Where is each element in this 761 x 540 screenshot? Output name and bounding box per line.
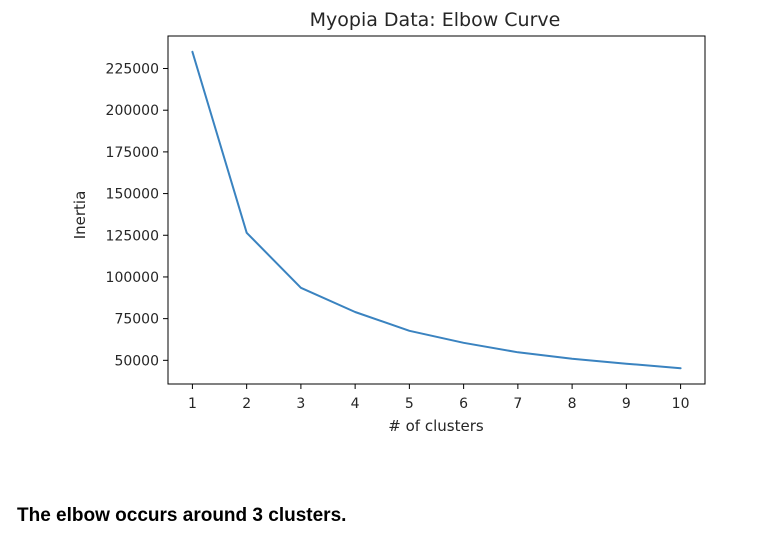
elbow-chart: Myopia Data: Elbow Curve 1 2 3 4 5 6 7 8 9 10 5000…: [71, 9, 706, 435]
x-tick-label: 8: [568, 396, 577, 412]
y-tick-label: 175000: [106, 145, 159, 161]
series-line: [191, 50, 682, 370]
x-tick-label: 6: [459, 396, 468, 412]
y-tick-label: 50000: [114, 353, 159, 369]
x-tick-label: 9: [622, 396, 631, 412]
x-tick-label: 5: [405, 396, 414, 412]
elbow-note: The elbow occurs around 3 clusters.: [17, 505, 347, 526]
x-tick-label: 3: [296, 396, 305, 412]
x-axis-label: # of clusters: [388, 417, 484, 435]
y-tick-label: 225000: [106, 62, 159, 78]
x-tick-label: 10: [672, 396, 690, 412]
x-tick-label: 2: [242, 396, 251, 412]
y-tick-label: 125000: [106, 228, 159, 244]
x-tick-label: 7: [513, 396, 522, 412]
chart-title: Myopia Data: Elbow Curve: [310, 9, 561, 31]
y-tick-label: 75000: [114, 312, 159, 328]
axes-frame: [167, 35, 706, 385]
y-tick-label: 150000: [106, 187, 159, 203]
y-tick-label: 100000: [106, 270, 159, 286]
y-axis-label: Inertia: [71, 191, 89, 240]
plot-area: 1 2 3 4 5 6 7 8 9 10 50000 75000 100000 125000 150000 1…: [106, 35, 706, 412]
x-tick-label: 4: [351, 396, 360, 412]
x-tick-label: 1: [188, 396, 197, 412]
y-tick-label: 200000: [106, 103, 159, 119]
